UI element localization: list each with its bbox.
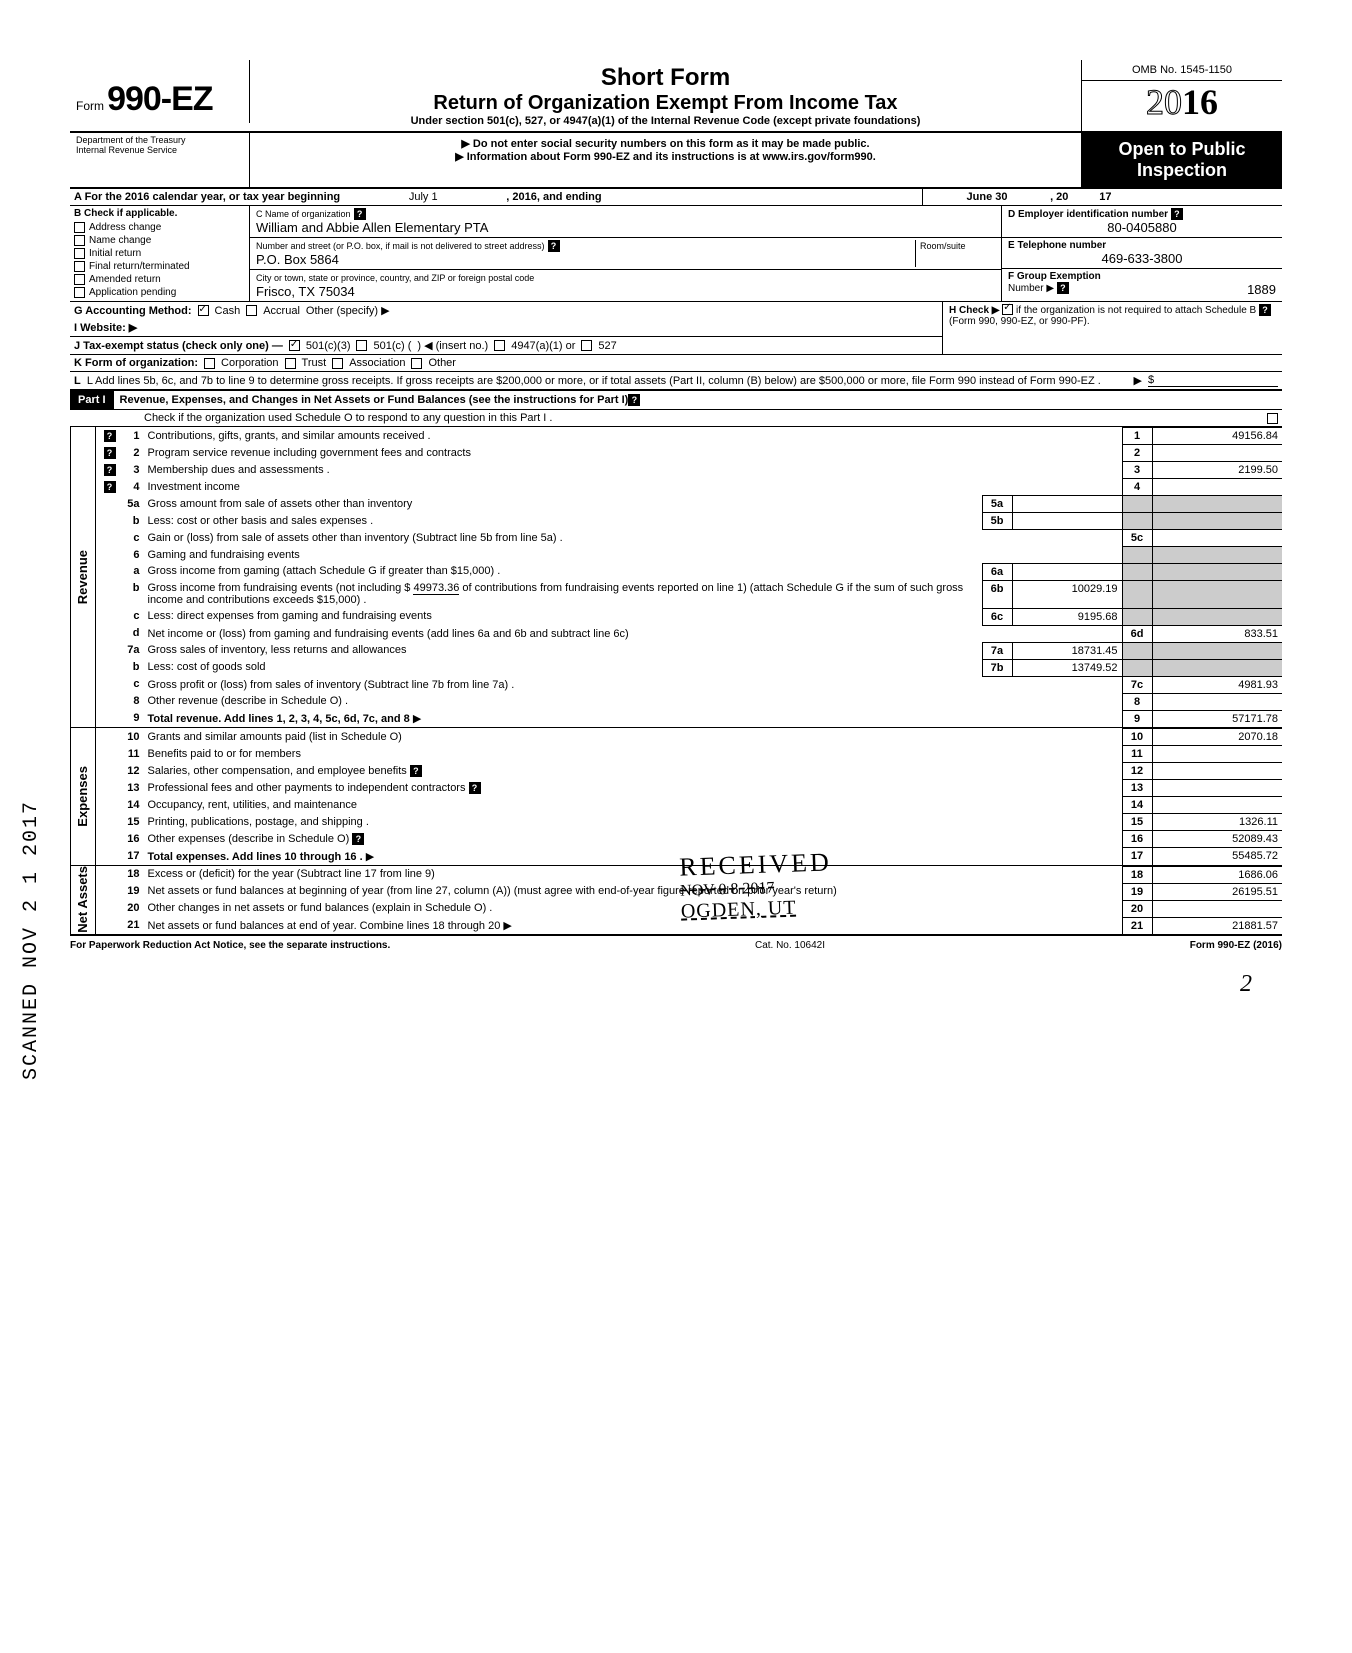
org-city: Frisco, TX 75034 [256, 284, 995, 299]
form-code-box: Form 990-EZ [70, 60, 250, 123]
chk-527[interactable] [581, 340, 592, 351]
notices: ▶ Do not enter social security numbers o… [250, 133, 1082, 187]
footer: For Paperwork Reduction Act Notice, see … [70, 936, 1282, 951]
form-code-footer: Form 990-EZ (2016) [1190, 940, 1282, 951]
omb-number: OMB No. 1545-1150 [1082, 60, 1282, 81]
form-header: Form 990-EZ Short Form Return of Organiz… [70, 60, 1282, 133]
expenses-table: 10Grants and similar amounts paid (list … [96, 728, 1283, 865]
chk-association[interactable] [332, 358, 343, 369]
chk-501c3[interactable] [289, 340, 300, 351]
chk-schedule-o[interactable] [1267, 413, 1278, 424]
chk-other-org[interactable] [411, 358, 422, 369]
tax-year: 2016 [1082, 81, 1282, 123]
col-def: D Employer identification number ? 80-04… [1002, 206, 1282, 301]
row-g-accounting: G Accounting Method: Cash Accrual Other … [70, 302, 942, 319]
chk-address-change[interactable] [74, 222, 85, 233]
chk-cash[interactable] [198, 305, 209, 316]
revenue-section: Revenue ?1Contributions, gifts, grants, … [70, 427, 1282, 728]
chk-schedule-b[interactable] [1002, 304, 1013, 315]
row-k-org-form: K Form of organization: Corporation Trus… [70, 355, 1282, 372]
org-address: P.O. Box 5864 [256, 252, 915, 267]
title-box: Short Form Return of Organization Exempt… [250, 60, 1082, 131]
help-icon[interactable]: ? [548, 240, 560, 252]
row-i-website: I Website: ▶ [70, 319, 942, 336]
row-a-tax-year: A For the 2016 calendar year, or tax yea… [70, 189, 1282, 206]
row-j-tax-status: J Tax-exempt status (check only one) — 5… [70, 336, 942, 354]
col-c-org-info: C Name of organization ? William and Abb… [250, 206, 1002, 301]
dept-row: Department of the Treasury Internal Reve… [70, 133, 1282, 189]
telephone-value: 469-633-3800 [1008, 251, 1276, 266]
row-l-gross-receipts: L L Add lines 5b, 6c, and 7b to line 9 t… [70, 372, 1282, 390]
help-icon[interactable]: ? [354, 208, 366, 220]
help-icon[interactable]: ? [1057, 282, 1069, 294]
subtitle: Under section 501(c), 527, or 4947(a)(1)… [260, 115, 1071, 127]
col-b-checkboxes: B Check if applicable. Address change Na… [70, 206, 250, 301]
chk-trust[interactable] [285, 358, 296, 369]
dept-info: Department of the Treasury Internal Reve… [70, 133, 250, 187]
ein-value: 80-0405880 [1008, 220, 1276, 235]
main-title: Return of Organization Exempt From Incom… [260, 92, 1071, 115]
form-code: 990-EZ [107, 80, 213, 118]
group-number: 1889 [1247, 282, 1276, 297]
chk-4947[interactable] [494, 340, 505, 351]
form-prefix: Form [76, 99, 104, 113]
revenue-table: ?1Contributions, gifts, grants, and simi… [96, 427, 1283, 727]
help-icon[interactable]: ? [628, 394, 640, 406]
net-assets-section: Net Assets 18Excess or (deficit) for the… [70, 866, 1282, 937]
expenses-section: Expenses 10Grants and similar amounts pa… [70, 728, 1282, 866]
chk-application-pending[interactable] [74, 287, 85, 298]
row-h-schedule-b: H Check ▶ if the organization is not req… [942, 302, 1282, 354]
chk-initial-return[interactable] [74, 248, 85, 259]
scanned-stamp: SCANNED NOV 2 1 2017 [20, 800, 43, 1080]
org-name: William and Abbie Allen Elementary PTA [256, 220, 995, 235]
open-to-public: Open to Public Inspection [1082, 133, 1282, 187]
part-i-header: Part I Revenue, Expenses, and Changes in… [70, 390, 1282, 410]
page-number: 2 [70, 971, 1252, 998]
section-bcdef: B Check if applicable. Address change Na… [70, 206, 1282, 302]
chk-501c[interactable] [356, 340, 367, 351]
help-icon[interactable]: ? [1259, 304, 1271, 316]
chk-corporation[interactable] [204, 358, 215, 369]
right-header-box: OMB No. 1545-1150 2016 [1082, 60, 1282, 123]
chk-name-change[interactable] [74, 235, 85, 246]
help-icon[interactable]: ? [1171, 208, 1183, 220]
chk-accrual[interactable] [246, 305, 257, 316]
part-i-check: Check if the organization used Schedule … [70, 410, 1282, 427]
received-stamp: RECEIVED NOV 0 8 2017 OGDEN, UT [679, 847, 834, 923]
short-form-title: Short Form [260, 64, 1071, 92]
chk-final-return[interactable] [74, 261, 85, 272]
chk-amended[interactable] [74, 274, 85, 285]
